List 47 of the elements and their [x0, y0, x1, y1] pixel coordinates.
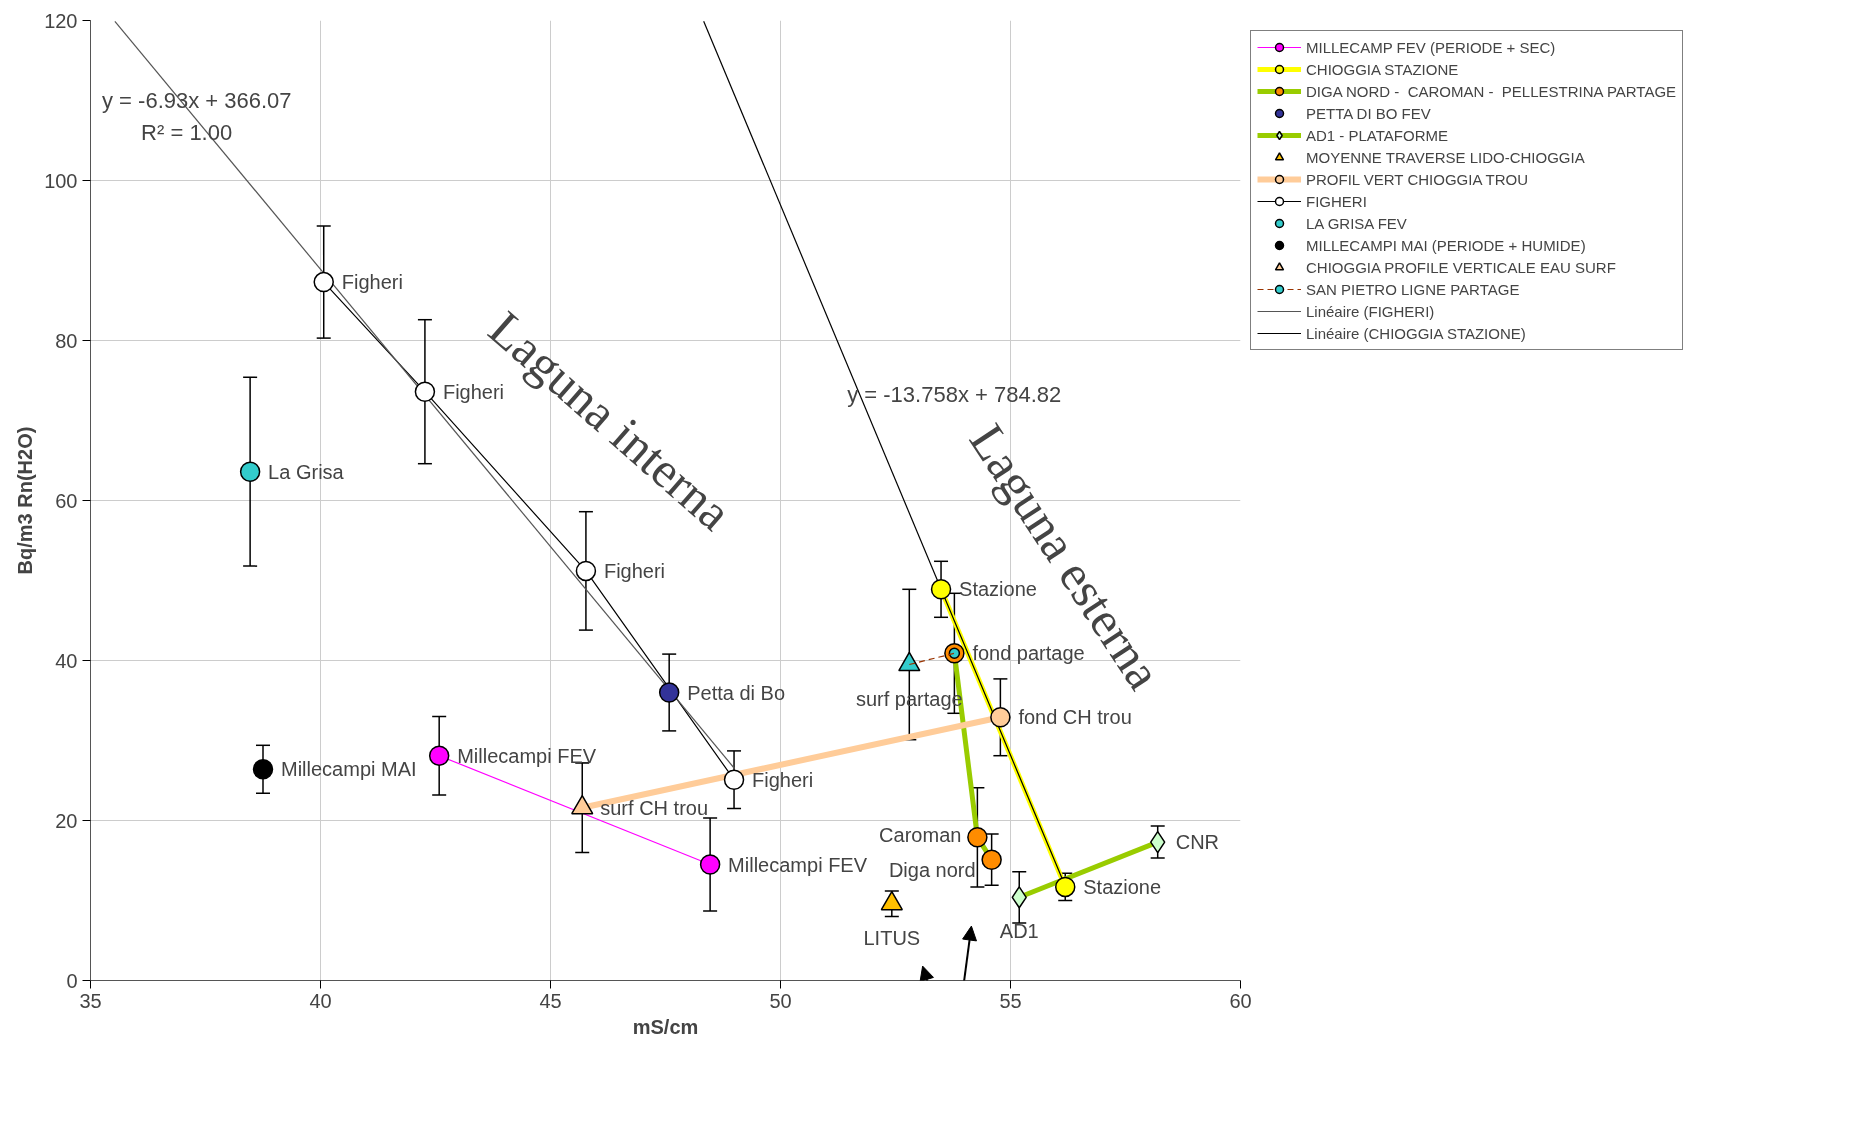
legend-label: LA GRISA FEV — [1306, 214, 1407, 232]
legend-label: MILLECAMPI MAI (PERIODE + HUMIDE) — [1306, 236, 1586, 254]
annotation: Petta di Bo — [687, 681, 786, 704]
x-axis-title: mS/cm — [632, 1015, 699, 1038]
legend-label: PROFIL VERT CHIOGGIA TROU — [1306, 170, 1528, 188]
annotation: y = -13.758x + 784.82 — [847, 381, 1062, 407]
x-tick-label: 60 — [1229, 989, 1252, 1012]
y-tick-label: 20 — [55, 809, 78, 832]
annotation: fond CH trou — [1018, 706, 1132, 729]
annotation: La Grisa — [268, 460, 345, 483]
annotation: Figheri — [603, 559, 666, 582]
legend-label: PETTA DI BO FEV — [1306, 104, 1431, 122]
legend-label: AD1 - PLATAFORME — [1306, 126, 1448, 144]
x-tick-label: 55 — [999, 989, 1022, 1012]
annotation: Caroman — [879, 824, 962, 847]
legend-label: SAN PIETRO LIGNE PARTAGE — [1306, 280, 1520, 298]
x-tick-label: 50 — [769, 989, 792, 1012]
annotation: Stazione — [1083, 875, 1162, 898]
legend-label: CHIOGGIA STAZIONE — [1306, 60, 1459, 78]
x-tick-label: 35 — [79, 989, 102, 1012]
y-tick-label: 120 — [44, 9, 78, 32]
y-tick-label: 80 — [55, 329, 78, 352]
legend-label: Linéaire (FIGHERI) — [1306, 302, 1435, 320]
y-tick-label: 40 — [55, 649, 78, 672]
legend-label: CHIOGGIA PROFILE VERTICALE EAU SURF — [1306, 258, 1616, 276]
y-tick-label: 100 — [44, 169, 78, 192]
annotation: Millecampi FEV — [457, 744, 597, 767]
annotation: Millecampi FEV — [728, 853, 868, 876]
y-tick-label: 60 — [55, 489, 78, 512]
legend-label: Linéaire (CHIOGGIA STAZIONE) — [1306, 324, 1526, 342]
annotation: Diga nord — [888, 858, 976, 881]
legend-label: MOYENNE TRAVERSE LIDO-CHIOGGIA — [1306, 148, 1585, 166]
x-tick-label: 40 — [309, 989, 332, 1012]
annotation: CNR — [1175, 831, 1220, 854]
annotation: Millecampi MAI — [281, 758, 417, 781]
annotation: LITUS — [863, 926, 921, 949]
x-tick-label: 45 — [539, 989, 562, 1012]
legend-label: FIGHERI — [1306, 192, 1367, 210]
annotation: AD1 — [999, 920, 1039, 943]
annotation: Stazione — [959, 578, 1037, 601]
annotation: surf CH trou — [600, 796, 709, 819]
y-axis-title: Bq/m3 Rn(H2O) — [14, 426, 37, 575]
y-tick-label: 0 — [66, 969, 78, 992]
legend-label: MILLECAMP FEV (PERIODE + SEC) — [1306, 38, 1556, 56]
legend-label: DIGA NORD - CAROMAN - PELLESTRINA PARTAGE — [1306, 82, 1677, 100]
annotation: Figheri — [752, 768, 814, 791]
annotation: Figheri — [341, 271, 403, 294]
